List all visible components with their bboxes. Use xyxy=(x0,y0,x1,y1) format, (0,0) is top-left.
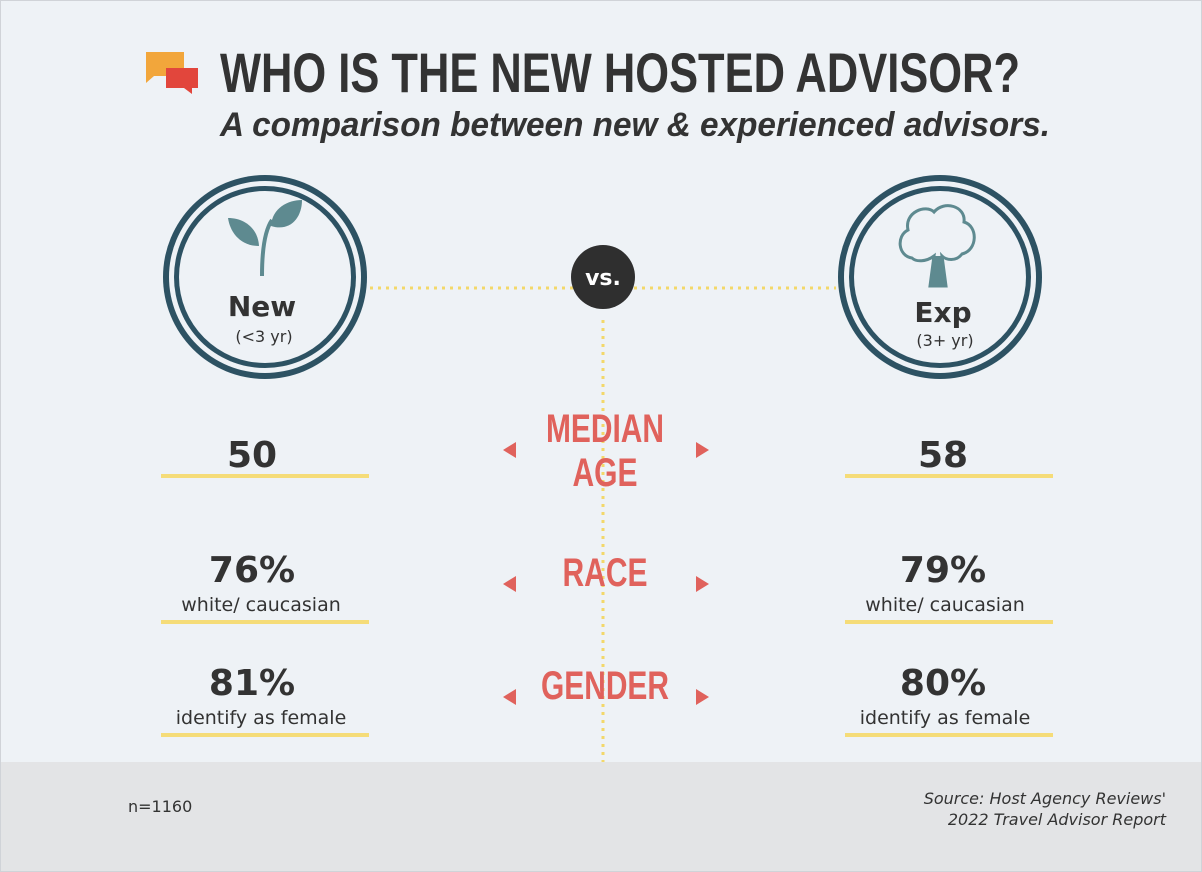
category-label: MEDIAN xyxy=(546,407,664,451)
stat-value: 79% xyxy=(900,550,986,591)
arrow-right xyxy=(696,576,709,592)
subtitle: A comparison between new & experienced a… xyxy=(219,106,1050,144)
title: WHO IS THE NEW HOSTED ADVISOR? xyxy=(220,41,1020,104)
arrow-left xyxy=(503,576,516,592)
stat-value: 58 xyxy=(918,435,968,476)
stat-value: 80% xyxy=(900,663,986,704)
stat-value: 76% xyxy=(209,550,295,591)
stat-note: white/ caucasian xyxy=(181,594,341,616)
new-badge xyxy=(163,175,367,379)
group-label: New xyxy=(228,290,296,323)
footer-band xyxy=(0,762,1202,872)
category-label: AGE xyxy=(573,451,638,495)
source: Source: Host Agency Reviews' xyxy=(924,789,1166,808)
exp-badge xyxy=(838,175,1042,379)
arrow-left xyxy=(503,442,516,458)
stat-note: white/ caucasian xyxy=(865,594,1025,616)
group-label: Exp xyxy=(914,296,971,329)
stat-value: 81% xyxy=(209,663,295,704)
stat-note: identify as female xyxy=(860,707,1031,729)
group-sublabel: (3+ yr) xyxy=(916,331,973,350)
arrow-right xyxy=(696,689,709,705)
arrow-right xyxy=(696,442,709,458)
source: 2022 Travel Advisor Report xyxy=(948,810,1167,829)
category-label: RACE xyxy=(563,551,648,595)
vs-badge xyxy=(571,245,635,309)
chat-icon xyxy=(146,52,198,94)
stat-note: identify as female xyxy=(176,707,347,729)
vs-label: vs. xyxy=(585,266,621,291)
group-sublabel: (<3 yr) xyxy=(235,327,292,346)
category-label: GENDER xyxy=(541,664,669,708)
sample-size: n=1160 xyxy=(128,797,192,816)
arrow-left xyxy=(503,689,516,705)
stat-value: 50 xyxy=(227,435,277,476)
